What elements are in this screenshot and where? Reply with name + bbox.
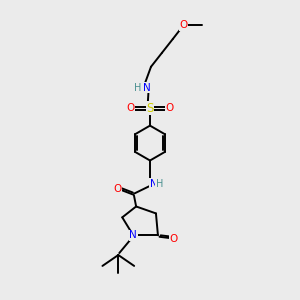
Text: N: N bbox=[129, 230, 137, 240]
Text: N: N bbox=[150, 179, 158, 189]
Text: H: H bbox=[134, 82, 141, 93]
Text: O: O bbox=[126, 103, 134, 113]
Text: O: O bbox=[113, 184, 122, 194]
Text: O: O bbox=[180, 20, 188, 30]
Text: O: O bbox=[166, 103, 174, 113]
Text: S: S bbox=[146, 102, 154, 115]
Text: N: N bbox=[143, 82, 151, 93]
Text: O: O bbox=[170, 234, 178, 244]
Text: H: H bbox=[155, 179, 163, 189]
